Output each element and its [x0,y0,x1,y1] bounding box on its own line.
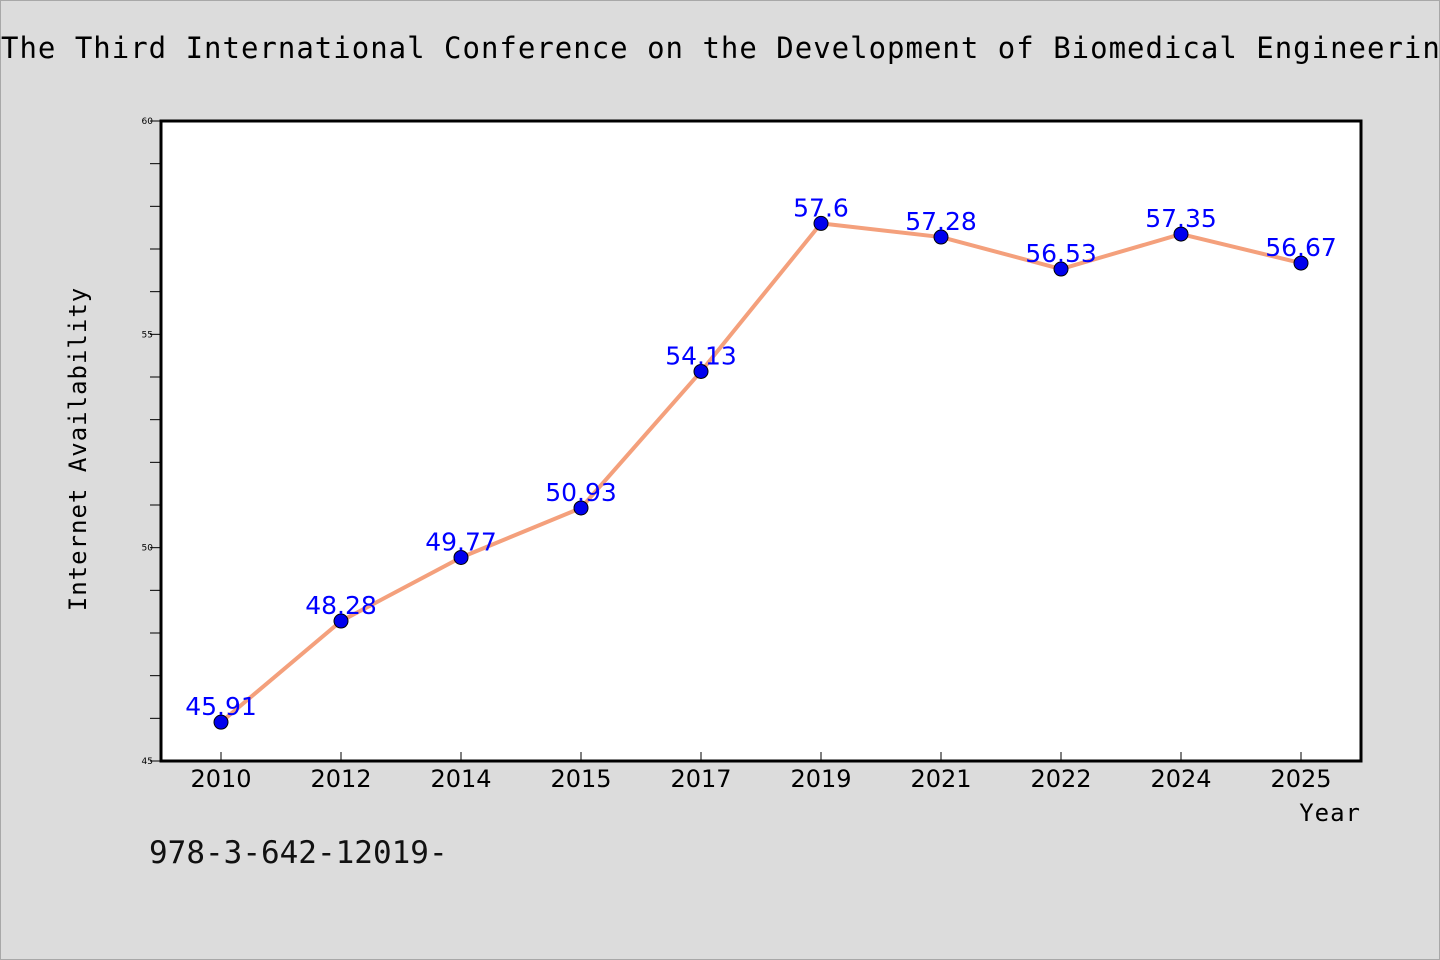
data-point [213,714,229,730]
x-tick-label: 2021 [910,765,971,793]
y-axis-label: Internet Availability [64,287,92,611]
x-axis-label: Year [1299,799,1361,827]
data-point [453,549,469,565]
isbn-text: 978-3-642-12019- [149,835,448,871]
x-axis: 2010 2012 2014 2015 2017 2019 2021 2022 2024 2025 [190,752,1332,793]
data-point [573,500,589,516]
data-label: 56.53 [1025,239,1097,268]
data-point [1293,255,1309,271]
x-tick-label: 2024 [1150,765,1211,793]
data-point [933,229,949,245]
data-label: 57.6 [793,193,849,222]
data-label: 57.35 [1145,204,1217,233]
data-point [693,363,709,379]
x-tick-label: 2022 [1030,765,1091,793]
data-label: 57.28 [905,207,977,236]
y-tick-label: 60 [142,117,154,127]
data-label: 45.91 [185,692,257,721]
x-tick-label: 2015 [550,765,611,793]
x-tick-label: 2019 [790,765,851,793]
data-point [333,613,349,629]
data-label: 54.13 [665,341,737,370]
x-tick-label: 2012 [310,765,371,793]
y-tick-label: 45 [142,757,153,767]
series-line [219,221,1302,724]
data-point [1173,226,1189,242]
chart-title: The Third International Conference on th… [1,31,1440,65]
data-label: 48.28 [305,591,377,620]
data-point [1053,261,1069,277]
y-tick-label: 55 [142,330,153,340]
plot-area [159,119,1363,763]
x-tick-label: 2010 [190,765,251,793]
data-point [813,215,829,231]
x-tick-label: 2025 [1270,765,1331,793]
y-axis: 45 50 55 60 [142,117,161,767]
x-tick-label: 2017 [670,765,731,793]
y-tick-label: 50 [142,544,154,554]
data-label: 49.77 [425,527,497,556]
data-label: 50.93 [545,478,617,507]
data-markers [213,215,1309,730]
data-label: 56.67 [1265,233,1337,262]
data-labels: 45.91 48.28 49.77 50.93 54.13 57.6 57.28 56.53 5… [185,193,1337,721]
x-tick-label: 2014 [430,765,491,793]
